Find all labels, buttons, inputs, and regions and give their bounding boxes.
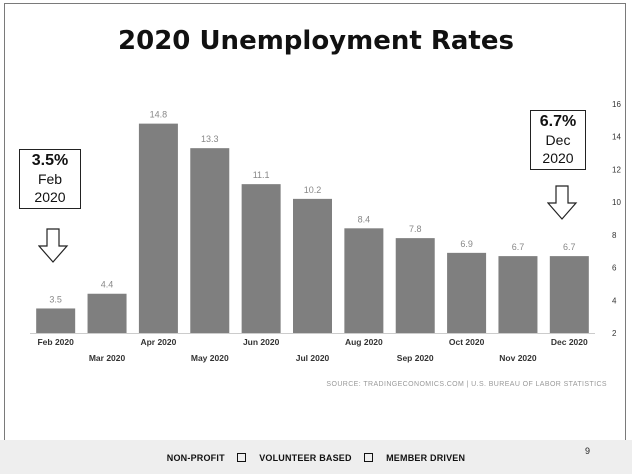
y-tick-label: 2 — [612, 329, 617, 338]
slide-title: 2020 Unemployment Rates — [118, 26, 514, 56]
x-tick-label: May 2020 — [191, 353, 229, 363]
y-tick-label: 12 — [612, 165, 621, 174]
down-arrow-icon — [38, 228, 69, 263]
bar-nov-2020 — [498, 256, 538, 333]
x-tick-label: Sep 2020 — [397, 353, 434, 363]
bar-jul-2020 — [293, 198, 332, 333]
bar-aug-2020 — [344, 228, 384, 333]
x-tick-label: Jun 2020 — [243, 337, 280, 347]
chart-y-tick-labels: 2 4 6 8 10 12 14 16 — [612, 100, 621, 338]
y-tick-label: 6 — [612, 264, 617, 273]
x-tick-label: Aug 2020 — [345, 337, 383, 347]
callout-feb-value: 3.5% — [31, 152, 69, 169]
footer-tagline: NON-PROFIT VOLUNTEER BASED MEMBER DRIVEN — [0, 453, 632, 463]
x-tick-label: Mar 2020 — [89, 353, 126, 363]
x-tick-label: Oct 2020 — [449, 337, 485, 347]
x-tick-label: Jul 2020 — [296, 353, 330, 363]
callout-feb-year: 2020 — [34, 189, 66, 205]
callout-dec-year: 2020 — [542, 150, 574, 166]
checkbox-square-icon — [364, 453, 374, 462]
bar-data-label: 7.8 — [409, 224, 422, 234]
bar-data-label: 11.1 — [253, 170, 270, 180]
callout-feb-2020: 3.5% Feb 2020 — [19, 149, 81, 209]
x-tick-label: Apr 2020 — [140, 337, 176, 347]
bar-dec-2020 — [549, 256, 589, 333]
footer-item-member: MEMBER DRIVEN — [386, 453, 466, 463]
x-tick-label: Nov 2020 — [499, 353, 537, 363]
footer-item-nonprofit: NON-PROFIT — [166, 453, 225, 463]
bar-data-label: 6.7 — [563, 242, 576, 252]
bar-chart: 3.5 4.4 14.8 13.3 11.1 10.2 8.4 7.8 6.9 6.7 6.7 Fe… — [30, 100, 621, 388]
callout-dec-value: 6.7% — [539, 113, 577, 130]
bar-apr-2020 — [138, 123, 178, 333]
chart-source-note: SOURCE: TRADINGECONOMICS.COM | U.S. BURE… — [326, 381, 607, 388]
y-tick-label: 8 — [612, 231, 617, 240]
callout-dec-2020: 6.7% Dec 2020 — [530, 110, 586, 170]
bar-data-label: 13.3 — [201, 134, 219, 144]
y-tick-label: 16 — [612, 100, 621, 109]
bar-mar-2020 — [87, 293, 127, 333]
bar-oct-2020 — [447, 252, 487, 333]
bar-data-label: 6.9 — [460, 239, 473, 249]
page-number: 9 — [585, 446, 591, 456]
callout-dec-month: Dec — [545, 132, 571, 148]
x-tick-label: Feb 2020 — [37, 337, 74, 347]
bar-sep-2020 — [395, 238, 435, 333]
bar-data-label: 14.8 — [150, 110, 168, 120]
bar-data-label: 10.2 — [304, 185, 322, 195]
chart-bars — [36, 123, 589, 333]
bar-data-label: 4.4 — [101, 280, 114, 290]
bar-data-label: 3.5 — [49, 294, 62, 304]
bar-data-label: 6.7 — [512, 242, 525, 252]
chart-x-tick-labels: Feb 2020 Mar 2020 Apr 2020 May 2020 Jun 2020… — [37, 337, 588, 363]
chart-data-labels: 3.5 4.4 14.8 13.3 11.1 10.2 8.4 7.8 6.9 6.7 6.7 — [49, 110, 575, 305]
x-tick-label: Dec 2020 — [551, 337, 588, 347]
callout-feb-month: Feb — [37, 171, 63, 187]
down-arrow-icon — [547, 185, 578, 220]
footer-item-volunteer: VOLUNTEER BASED — [259, 453, 352, 463]
bar-jun-2020 — [241, 184, 281, 333]
footer-bar — [0, 440, 632, 474]
checkbox-square-icon — [237, 453, 247, 462]
y-tick-label: 10 — [612, 198, 621, 207]
bar-feb-2020 — [36, 308, 76, 333]
y-tick-label: 14 — [612, 133, 621, 142]
y-tick-label: 4 — [612, 296, 617, 305]
bar-may-2020 — [190, 148, 230, 333]
bar-data-label: 8.4 — [358, 214, 371, 224]
